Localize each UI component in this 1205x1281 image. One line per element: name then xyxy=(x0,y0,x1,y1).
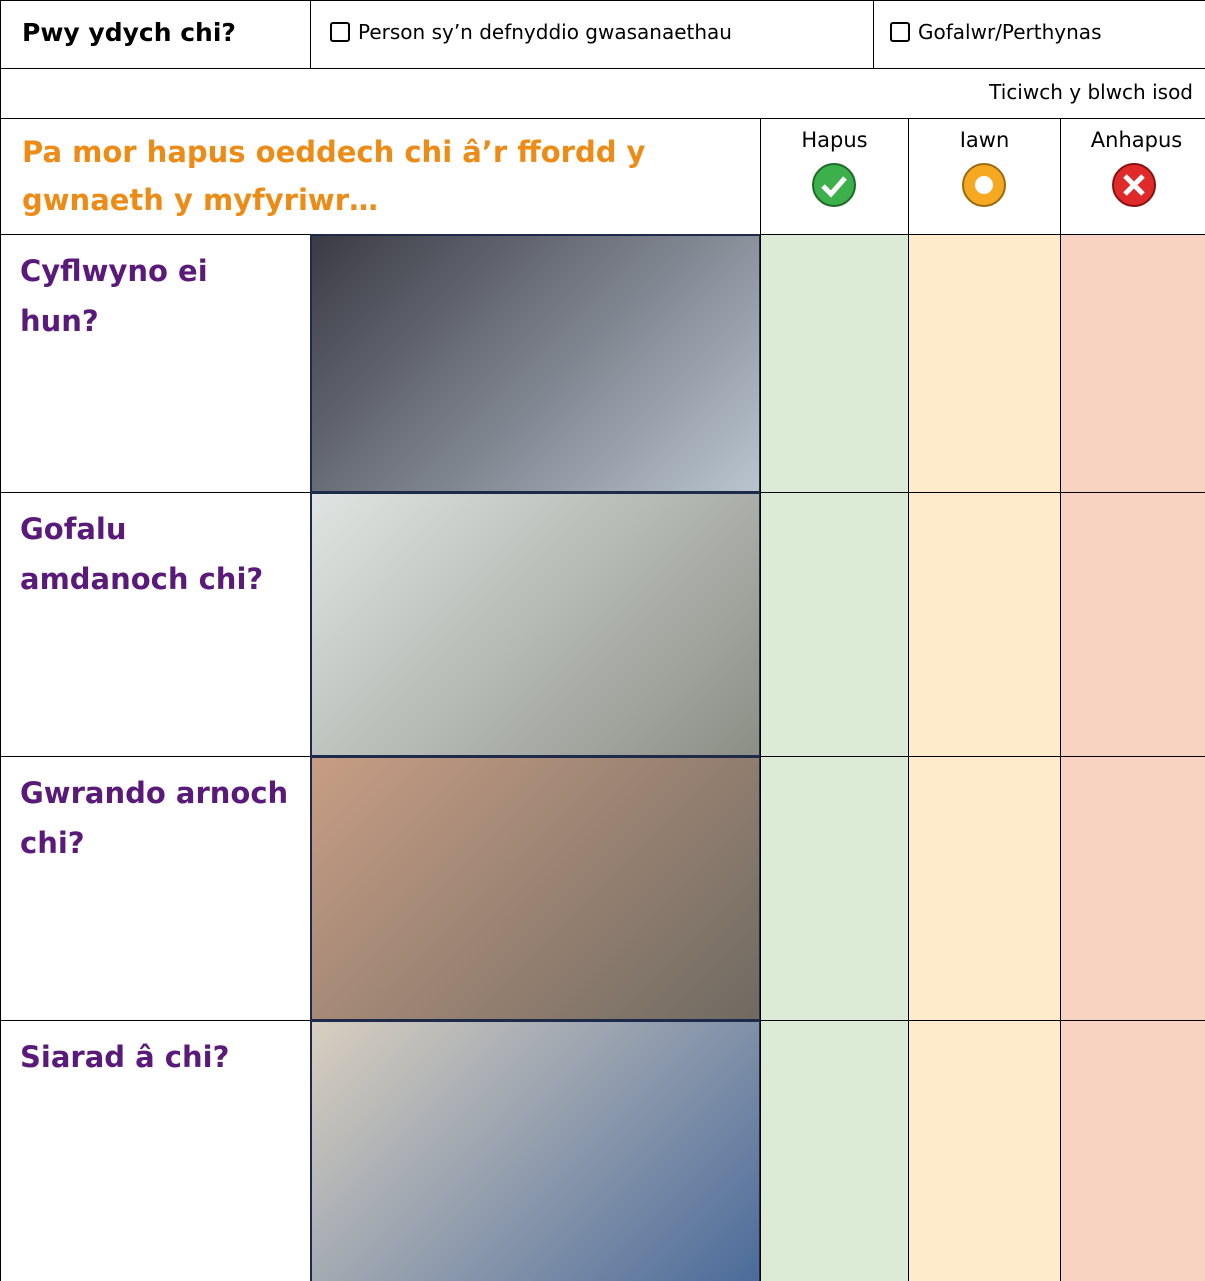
answer-cell xyxy=(760,492,909,757)
option-label: Person sy’n defnyddio gwasanaethau xyxy=(358,20,732,44)
answer-cell xyxy=(760,234,909,493)
answer-cell xyxy=(908,1020,1061,1281)
photo xyxy=(310,492,761,757)
photo xyxy=(310,234,761,493)
photo xyxy=(310,1020,761,1281)
answer-cell xyxy=(908,492,1061,757)
answer-cell xyxy=(908,234,1061,493)
happy-icon xyxy=(812,163,856,207)
ok-icon xyxy=(962,163,1006,207)
unhappy-icon xyxy=(1112,163,1156,207)
icons xyxy=(812,163,1156,207)
column-label: Anhapus xyxy=(1090,128,1183,152)
who-question: Pwy ydych chi? xyxy=(22,18,236,47)
row-question: Siarad â chi? xyxy=(20,1040,230,1074)
answer-cell xyxy=(1060,1020,1205,1281)
instruction: Ticiwch y blwch isod xyxy=(989,80,1193,104)
option[interactable]: Gofalwr/Perthynas xyxy=(890,20,1102,44)
answer-cell xyxy=(908,756,1061,1021)
answer-cell xyxy=(1060,234,1205,493)
option[interactable]: Person sy’n defnyddio gwasanaethau xyxy=(330,20,732,44)
column-label: Hapus xyxy=(801,128,868,152)
answer-cell xyxy=(1060,756,1205,1021)
column-label: Iawn xyxy=(959,128,1010,152)
option-label: Gofalwr/Perthynas xyxy=(918,20,1102,44)
row-question: Cyflwyno ei hun? xyxy=(20,254,208,338)
row-question: Gwrando arnoch chi? xyxy=(20,776,289,860)
row-question: Gofalu amdanoch chi? xyxy=(20,512,264,596)
table-question: Pa mor hapus oeddech chi â’r ffordd y gw… xyxy=(22,135,646,217)
answer-cell xyxy=(760,756,909,1021)
photo xyxy=(310,756,761,1021)
answer-cell xyxy=(760,1020,909,1281)
answer-cell xyxy=(1060,492,1205,757)
